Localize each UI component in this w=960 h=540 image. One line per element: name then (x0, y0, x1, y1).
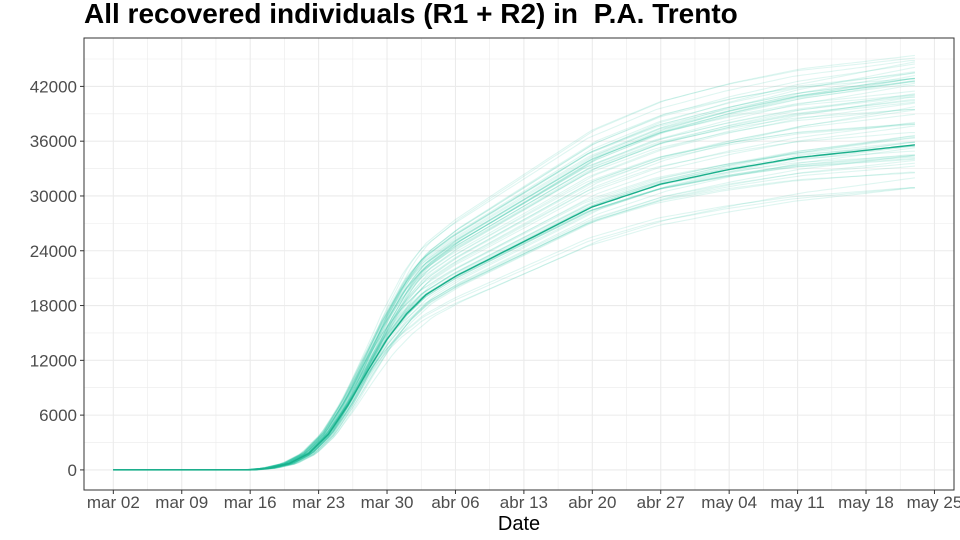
ensemble-line (113, 122, 915, 471)
ensemble-line (113, 171, 915, 471)
ensemble-line (113, 81, 915, 471)
ensemble-line (113, 93, 915, 471)
x-axis-title: Date (498, 513, 540, 535)
x-tick-label: may 11 (770, 493, 825, 512)
ensemble-line (113, 61, 915, 471)
chart-title: All recovered individuals (R1 + R2) in P… (84, 0, 738, 29)
x-tick-label: abr 13 (500, 493, 548, 512)
y-tick-label: 42000 (30, 77, 77, 96)
x-tick-label: may 04 (701, 493, 757, 512)
ensemble-line (113, 141, 915, 471)
ensemble-line (113, 145, 915, 471)
x-tick-label: mar 16 (224, 493, 277, 512)
ensemble-line (113, 123, 915, 471)
ensemble-line (113, 135, 915, 471)
ensemble-line (113, 172, 915, 471)
x-tick-label: may 18 (838, 493, 894, 512)
ensemble-line (113, 137, 915, 471)
y-tick-label: 30000 (30, 187, 77, 206)
x-tick-label: mar 09 (155, 493, 208, 512)
ensemble-line (113, 94, 915, 471)
x-tick-label: abr 20 (568, 493, 616, 512)
y-tick-label: 0 (68, 461, 77, 480)
ensemble-line (113, 60, 915, 471)
ensemble-line (113, 80, 915, 471)
ensemble-line (113, 63, 915, 471)
y-tick-label: 12000 (30, 351, 77, 370)
y-tick-label: 18000 (30, 297, 77, 316)
y-tick-label: 24000 (30, 242, 77, 261)
ensemble-layer (113, 54, 916, 471)
ensemble-line (113, 54, 915, 471)
ensemble-line (113, 159, 915, 471)
x-tick-label: may 25 (907, 493, 960, 512)
y-tick-label: 6000 (39, 406, 77, 425)
axis-layer: mar 02 mar 09 mar 16 mar 23 mar 30 abr 06 abr … (30, 37, 960, 512)
ensemble-line (113, 80, 915, 471)
ensemble-line (113, 80, 915, 471)
ensemble-line (113, 90, 915, 471)
grid-layer (84, 38, 954, 490)
ensemble-line (113, 125, 915, 471)
x-tick-label: mar 02 (87, 493, 140, 512)
panel-border (83, 37, 955, 491)
x-tick-label: mar 23 (292, 493, 345, 512)
ensemble-line (113, 141, 915, 471)
y-tick-label: 36000 (30, 132, 77, 151)
x-tick-label: abr 06 (431, 493, 479, 512)
x-tick-label: abr 27 (637, 493, 685, 512)
x-tick-label: mar 30 (361, 493, 414, 512)
ensemble-line (113, 136, 915, 471)
main-layer (113, 144, 915, 471)
ensemble-line (113, 156, 915, 471)
main-series-line (113, 144, 915, 471)
ensemble-line (113, 99, 915, 471)
